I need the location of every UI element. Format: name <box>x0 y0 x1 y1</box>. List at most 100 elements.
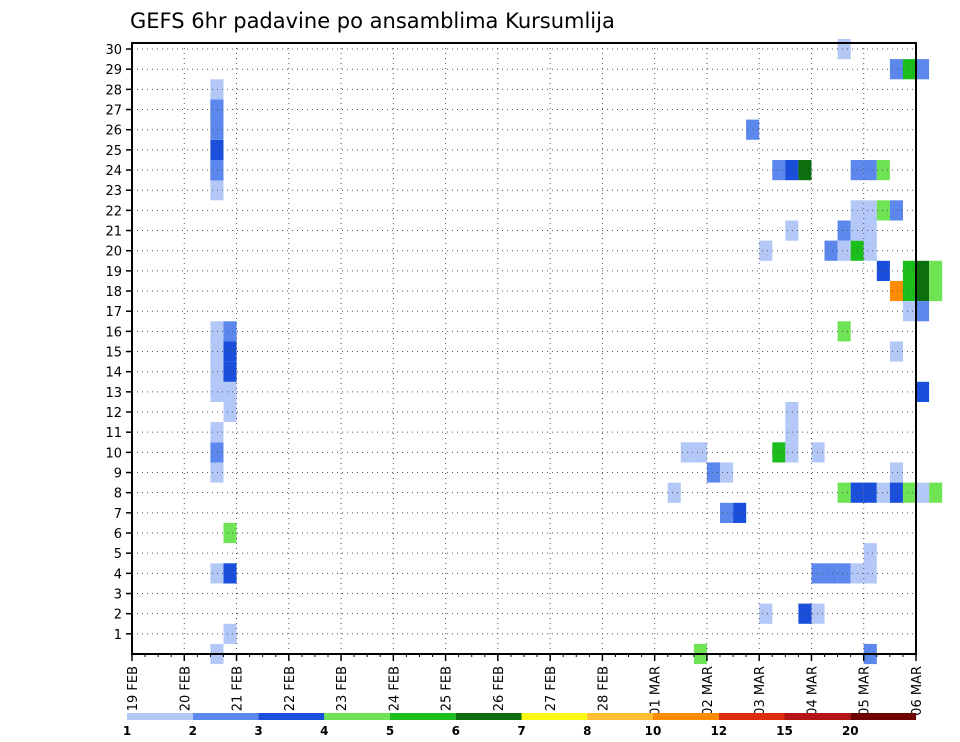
heatmap-cell <box>837 220 851 241</box>
y-tick-label: 4 <box>114 567 122 582</box>
x-tick-label: 03 MAR <box>753 666 768 716</box>
y-tick-label: 12 <box>105 406 122 421</box>
heatmap-cell <box>733 502 747 523</box>
heatmap-cell <box>223 341 237 362</box>
heatmap-cell <box>876 482 890 503</box>
heatmap-cell <box>223 623 237 644</box>
heatmap-cell <box>902 280 916 302</box>
heatmap-cell <box>837 321 851 342</box>
heatmap-cell <box>824 563 838 584</box>
heatmap-cell <box>223 381 237 402</box>
colorbar-label: 3 <box>254 724 262 738</box>
y-tick-label: 26 <box>105 124 122 139</box>
y-tick-label: 19 <box>105 265 122 280</box>
heatmap-cell <box>210 160 224 181</box>
y-tick-label: 8 <box>114 487 122 502</box>
heatmap-cell <box>916 260 930 281</box>
colorbar-swatch <box>850 713 917 720</box>
heatmap-cell <box>889 280 903 302</box>
heatmap-cell <box>916 381 930 402</box>
y-tick-label: 28 <box>105 83 122 98</box>
colorbar-label: 12 <box>710 724 727 738</box>
heatmap-cell <box>223 522 237 544</box>
heatmap-cell <box>811 442 825 463</box>
heatmap-cell <box>916 59 930 80</box>
y-tick-label: 7 <box>114 507 122 522</box>
heatmap-cell <box>916 482 930 503</box>
chart-title: GEFS 6hr padavine po ansamblima Kursumli… <box>130 9 615 33</box>
heatmap-cell <box>837 39 851 60</box>
x-tick-label: 20 FEB <box>178 666 193 711</box>
y-tick-label: 15 <box>105 346 122 361</box>
heatmap-cell <box>785 442 799 463</box>
heatmap-cell <box>863 563 877 584</box>
y-tick-label: 25 <box>105 144 122 159</box>
y-tick-label: 23 <box>105 184 122 199</box>
y-tick-label: 18 <box>105 285 122 300</box>
heatmap-cell <box>223 361 237 382</box>
heatmap-cell <box>706 462 720 483</box>
heatmap-cell <box>798 603 812 624</box>
heatmap-cell <box>916 301 930 322</box>
colorbar-label: 4 <box>320 724 328 738</box>
heatmap-cell <box>210 180 224 201</box>
heatmap-cell <box>824 240 838 261</box>
y-tick-label: 6 <box>114 527 122 542</box>
heatmap-cell <box>837 482 851 503</box>
y-tick-label: 27 <box>105 104 122 119</box>
y-tick-label: 11 <box>105 426 122 441</box>
y-tick-label: 17 <box>105 305 122 320</box>
y-tick-label: 24 <box>105 164 122 179</box>
y-tick-label: 1 <box>114 628 122 643</box>
colorbar-legend: 1 2 3 4 5 6 7 8 10 12 15 20 <box>123 713 917 738</box>
colorbar-swatch <box>521 713 588 720</box>
x-tick-label: 24 FEB <box>387 666 402 711</box>
colorbar-label: 2 <box>189 724 197 738</box>
colorbar-swatch <box>455 713 522 720</box>
y-tick-label: 22 <box>105 204 122 219</box>
heatmap-cell <box>837 563 851 584</box>
y-tick-label: 16 <box>105 325 122 340</box>
x-tick-label: 26 FEB <box>492 666 507 711</box>
y-axis: 1234567891011121314151617181920212223242… <box>105 43 132 643</box>
heatmap-cell <box>210 462 224 483</box>
colorbar-swatch <box>390 713 456 720</box>
heatmap-cell <box>210 119 224 140</box>
heatmap-cell <box>210 321 224 342</box>
heatmap-cell <box>693 442 707 463</box>
heatmap-cell <box>210 381 224 402</box>
heatmap-cell <box>837 240 851 261</box>
heatmap-cell <box>876 260 890 281</box>
colorbar-swatch <box>587 713 654 720</box>
colorbar-label: 6 <box>452 724 460 738</box>
heatmap-cell <box>720 462 734 483</box>
heatmap-cell <box>759 240 773 261</box>
heatmap-cell <box>772 160 786 181</box>
y-tick-label: 21 <box>105 225 122 240</box>
x-axis: 19 FEB 20 FEB 21 FEB 22 FEB 23 FEB 24 FEB 25 F… <box>126 654 925 716</box>
colorbar-label: 8 <box>583 724 591 738</box>
heatmap-cell <box>902 301 916 322</box>
x-tick-label: 19 FEB <box>126 666 141 711</box>
heatmap-cell <box>223 321 237 342</box>
heatmap-cell <box>902 482 916 503</box>
heatmap-cell <box>811 603 825 624</box>
x-tick-label: 22 FEB <box>283 666 298 711</box>
heatmap-cell <box>210 563 224 584</box>
y-tick-label: 13 <box>105 386 122 401</box>
y-tick-label: 10 <box>105 446 122 461</box>
heatmap-cell <box>929 482 943 503</box>
heatmap-cell <box>929 280 943 302</box>
heatmap-cell <box>720 502 734 523</box>
plot-frame <box>131 42 917 655</box>
y-tick-label: 5 <box>114 547 122 562</box>
heatmap-cell <box>889 59 903 80</box>
heatmap-cell <box>863 200 877 221</box>
heatmap-cell <box>759 603 773 624</box>
colorbar-label: 1 <box>123 724 131 738</box>
colorbar-swatch <box>784 713 851 720</box>
colorbar-swatch <box>718 713 785 720</box>
heatmap-cell <box>863 220 877 241</box>
heatmap-cells <box>210 39 943 665</box>
colorbar-label: 7 <box>517 724 525 738</box>
